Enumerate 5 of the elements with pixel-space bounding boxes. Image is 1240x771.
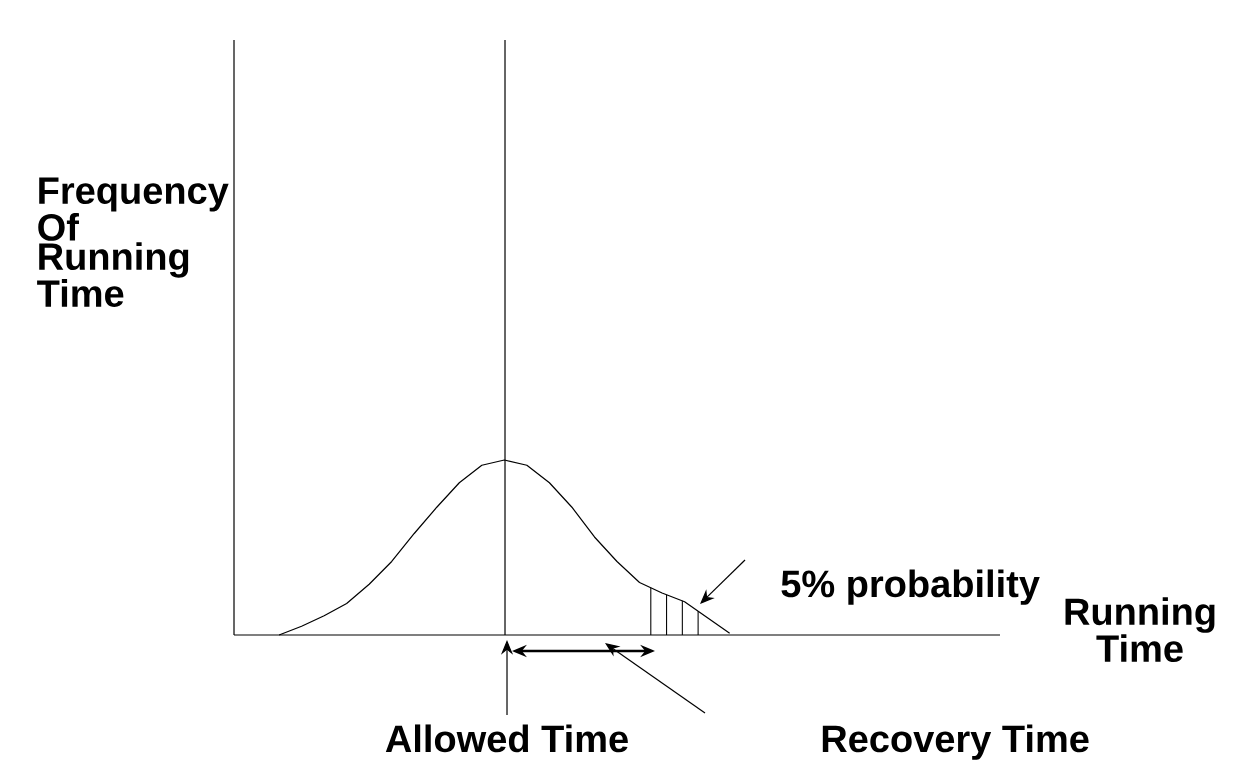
text: Allowed Time	[385, 724, 628, 753]
y-axis-title: Frequency Of Running Time	[37, 177, 229, 307]
text: Recovery Time	[822, 724, 1089, 760]
annotation: 5% probability	[781, 569, 1040, 605]
x-axis-title: Running Time	[1065, 597, 1215, 663]
